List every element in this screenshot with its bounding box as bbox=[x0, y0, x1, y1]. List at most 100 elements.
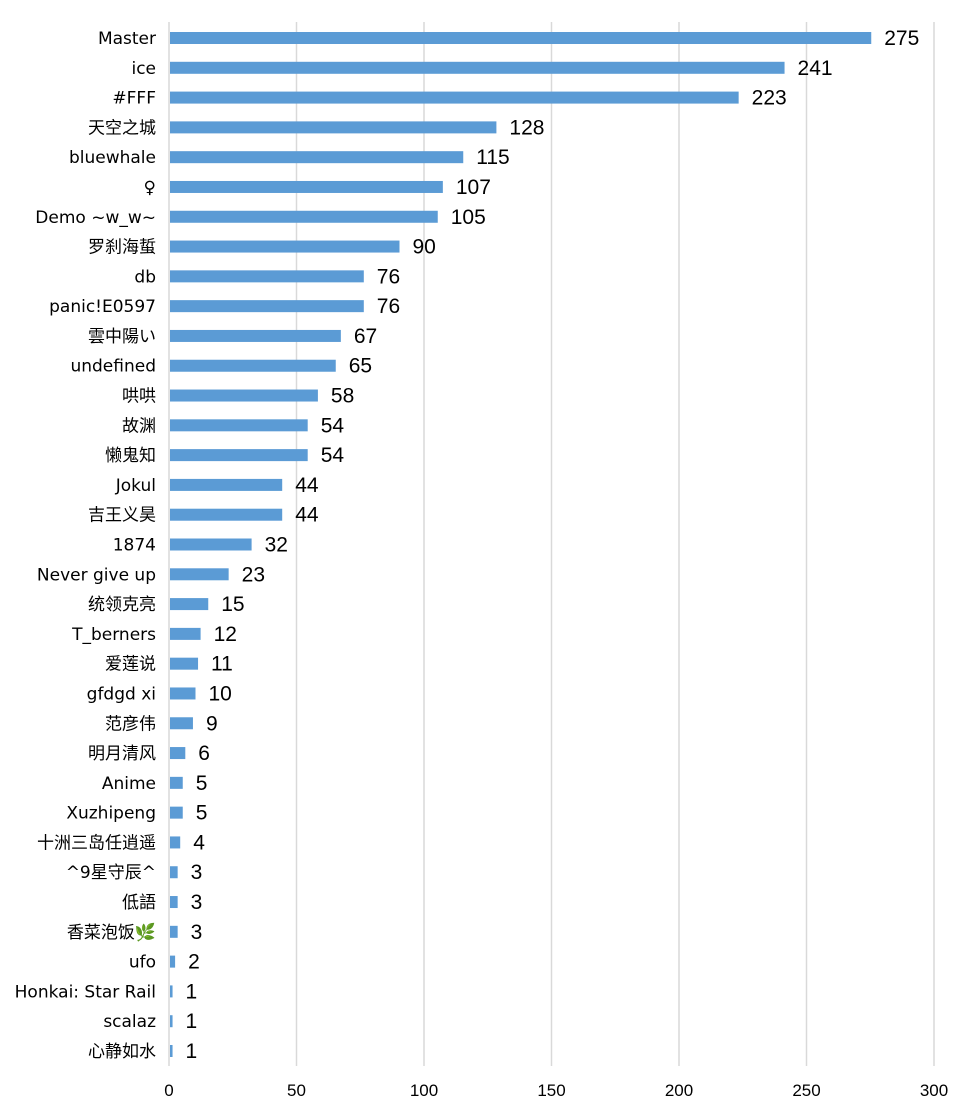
data-label: 65 bbox=[349, 355, 372, 378]
category-label: scalaz bbox=[103, 1012, 156, 1032]
bar bbox=[170, 866, 178, 879]
bar bbox=[170, 359, 336, 372]
category-label: Demo ~w_w~ bbox=[35, 208, 156, 228]
category-label: 罗刹海蜇 bbox=[88, 238, 156, 258]
bar bbox=[170, 657, 199, 670]
data-label: 107 bbox=[456, 176, 491, 199]
data-label: 76 bbox=[377, 295, 400, 318]
bar bbox=[170, 1015, 173, 1028]
bar bbox=[170, 598, 209, 611]
data-label: 3 bbox=[191, 891, 203, 914]
bar bbox=[170, 1045, 173, 1057]
data-label: 54 bbox=[321, 444, 345, 467]
category-label: 1874 bbox=[113, 536, 156, 556]
category-label: 统领克亮 bbox=[88, 595, 156, 615]
x-tick-labels: 0 50 100 150 200 250 300 bbox=[164, 1081, 948, 1100]
bar bbox=[170, 478, 283, 491]
category-label: 天空之城 bbox=[88, 118, 156, 138]
data-label: 5 bbox=[196, 802, 208, 825]
data-label: 9 bbox=[206, 712, 218, 735]
bar bbox=[170, 836, 181, 849]
bar bbox=[170, 419, 308, 432]
x-tick-label: 250 bbox=[792, 1081, 820, 1100]
data-label: 44 bbox=[295, 504, 319, 527]
bar bbox=[170, 747, 186, 760]
bar bbox=[170, 270, 364, 283]
data-label: 1 bbox=[186, 1040, 198, 1063]
category-label: Honkai: Star Rail bbox=[15, 982, 156, 1002]
x-tick-label: 150 bbox=[537, 1081, 565, 1100]
category-label: gfdgd xi bbox=[87, 684, 156, 704]
bar bbox=[170, 568, 229, 581]
category-label: 明月清风 bbox=[88, 744, 156, 764]
category-label: 十洲三岛任逍遥 bbox=[37, 833, 156, 853]
category-label: 故渊 bbox=[122, 416, 156, 436]
x-tick-label: 100 bbox=[410, 1081, 438, 1100]
bar bbox=[170, 508, 283, 521]
data-label: 10 bbox=[209, 682, 232, 705]
data-label: 54 bbox=[321, 414, 345, 437]
category-label: ^9星守辰^ bbox=[66, 863, 156, 883]
data-label: 128 bbox=[509, 116, 544, 139]
bars bbox=[170, 32, 872, 1057]
bar bbox=[170, 538, 252, 551]
data-label: 4 bbox=[193, 831, 205, 854]
bar bbox=[170, 985, 173, 998]
bar bbox=[170, 151, 464, 164]
data-label: 15 bbox=[221, 593, 244, 616]
x-tick-label: 50 bbox=[287, 1081, 306, 1100]
bar bbox=[170, 776, 183, 789]
category-label: ♀ bbox=[144, 178, 156, 198]
data-label: 12 bbox=[214, 623, 237, 646]
bar bbox=[170, 896, 178, 909]
x-tick-label: 200 bbox=[665, 1081, 693, 1100]
bar bbox=[170, 240, 400, 253]
bar bbox=[170, 61, 785, 74]
category-label: Xuzhipeng bbox=[66, 804, 156, 824]
data-label: 105 bbox=[451, 206, 486, 229]
category-labels: Master ice #FFF 天空之城 bluewhale ♀ Demo ~w_w~ 罗刹海… bbox=[15, 29, 157, 1062]
bar bbox=[170, 210, 438, 223]
category-label: Anime bbox=[102, 774, 156, 794]
data-label: 23 bbox=[242, 563, 265, 586]
data-label: 115 bbox=[476, 146, 509, 169]
bar bbox=[170, 449, 308, 462]
category-label: 香菜泡饭🌿 bbox=[67, 922, 156, 943]
category-label: 雲中陽い bbox=[88, 327, 156, 347]
category-label: #FFF bbox=[112, 89, 156, 109]
bar bbox=[170, 121, 497, 134]
bar bbox=[170, 329, 341, 342]
data-label: 1 bbox=[186, 980, 198, 1003]
data-label: 275 bbox=[884, 27, 919, 50]
bar bbox=[170, 32, 872, 44]
category-label: 哄哄 bbox=[122, 387, 156, 407]
x-tick-label: 0 bbox=[164, 1081, 173, 1100]
bar bbox=[170, 925, 178, 938]
category-label: 懒鬼知 bbox=[105, 446, 156, 466]
data-label: 44 bbox=[295, 474, 319, 497]
bar bbox=[170, 627, 201, 640]
bar bbox=[170, 955, 176, 968]
category-label: 低語 bbox=[122, 893, 156, 913]
category-label: undefined bbox=[70, 357, 156, 377]
bar bbox=[170, 717, 193, 730]
value-labels: 2752412231281151071059076766765585454444… bbox=[186, 27, 920, 1063]
data-label: 241 bbox=[798, 57, 833, 80]
data-label: 67 bbox=[354, 325, 377, 348]
data-label: 2 bbox=[188, 951, 200, 974]
bar bbox=[170, 91, 739, 104]
category-label: 心静如水 bbox=[88, 1042, 156, 1062]
data-label: 3 bbox=[191, 861, 203, 884]
data-label: 76 bbox=[377, 265, 400, 288]
data-label: 1 bbox=[186, 1010, 198, 1033]
category-label: T_berners bbox=[71, 625, 156, 645]
category-label: panic!E0597 bbox=[49, 297, 156, 317]
category-label: Jokul bbox=[115, 476, 156, 496]
category-label: 吉王义昊 bbox=[88, 506, 156, 526]
data-label: 58 bbox=[331, 385, 354, 408]
data-label: 3 bbox=[191, 921, 203, 944]
data-label: 223 bbox=[752, 87, 787, 110]
category-label: bluewhale bbox=[69, 148, 156, 168]
